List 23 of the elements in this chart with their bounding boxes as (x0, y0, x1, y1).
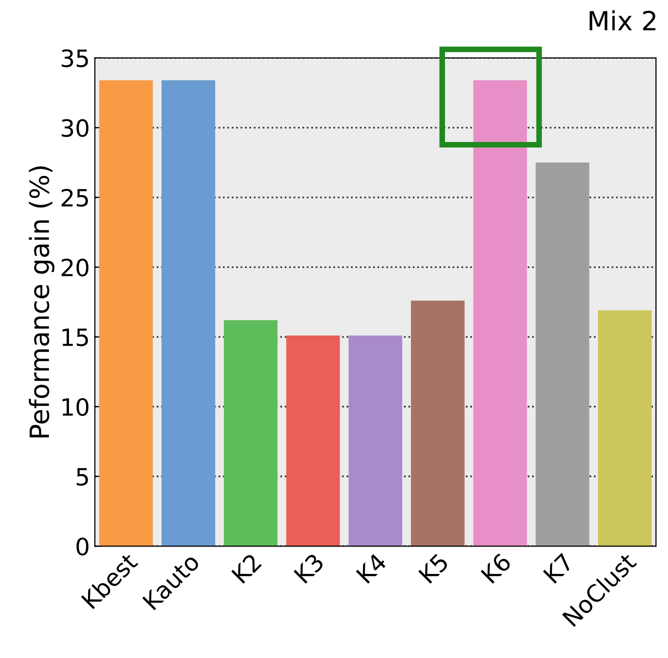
x-tick-label: K5 (418, 552, 450, 584)
bar (286, 336, 340, 546)
y-tick-label: 20 (62, 258, 88, 276)
chart-title: Mix 2 (590, 10, 656, 30)
y-tick-label: 30 (62, 119, 88, 137)
y-axis-title: Peformance gain (%) (28, 166, 54, 438)
bar (536, 162, 590, 546)
x-tick-label: K4 (356, 552, 388, 584)
bar (224, 320, 278, 546)
bar (598, 310, 652, 546)
y-tick-label: 15 (62, 328, 88, 346)
y-tick-label: 35 (62, 49, 88, 68)
x-tick-label: K3 (293, 552, 325, 584)
bar (99, 80, 153, 546)
y-tick-label: 25 (62, 188, 88, 207)
bar (348, 336, 402, 546)
y-tick-label: 5 (76, 468, 88, 486)
bar (162, 80, 216, 546)
y-tick-label: 0 (76, 538, 88, 556)
bar (410, 300, 465, 546)
x-tick-label: K2 (231, 552, 262, 584)
y-tick-label: 10 (62, 398, 88, 416)
x-tick-label: K6 (480, 552, 512, 584)
